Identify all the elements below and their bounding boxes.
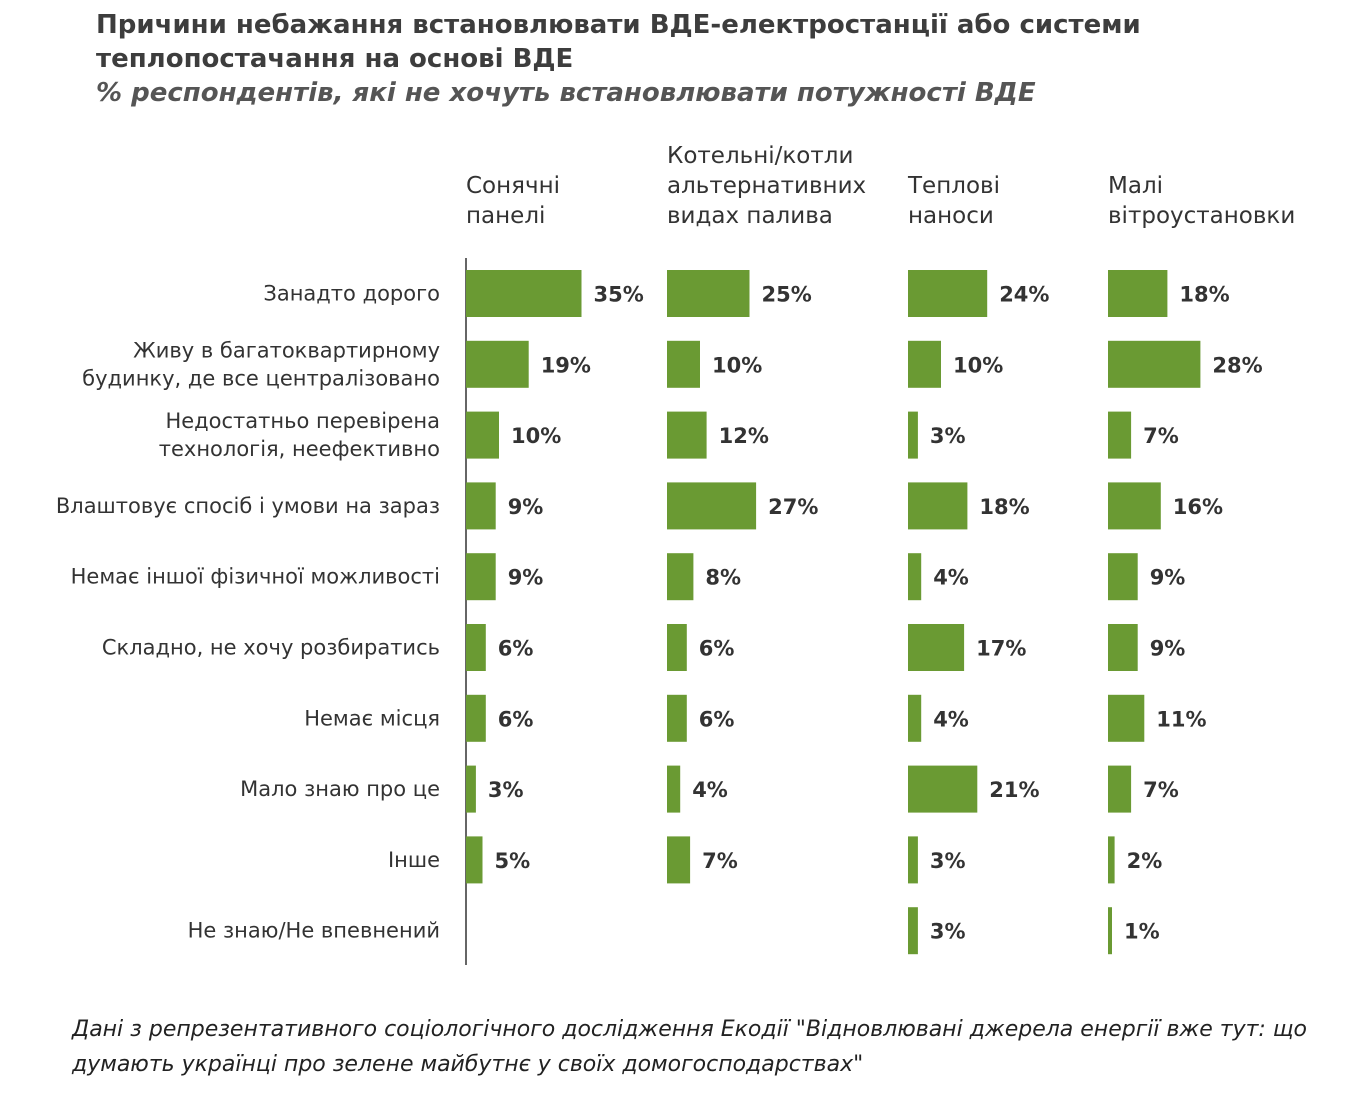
bar (1108, 340, 1201, 388)
data-label: 3% (488, 778, 524, 802)
bar (1108, 624, 1138, 671)
category-label: Недостатньо перевірена технологія, неефек… (159, 409, 440, 461)
bar (667, 270, 750, 317)
bar (1108, 411, 1132, 459)
chart-title: Причини небажання встановлювати ВДЕ-елек… (96, 10, 1141, 74)
chart-subtitle: % респондентів, які не хочуть встановлюв… (96, 78, 1036, 108)
bar (1108, 836, 1115, 884)
source-footnote: Дані з репрезентативного соціологічного … (72, 1017, 1308, 1077)
data-label: 11% (1156, 707, 1206, 731)
bar (908, 482, 968, 530)
bar (908, 624, 965, 671)
bar (466, 836, 483, 884)
data-label: 10% (511, 424, 561, 448)
category-label: Занадто дорого (263, 282, 440, 306)
data-label: 17% (976, 637, 1026, 661)
data-label: 6% (498, 637, 534, 661)
data-label: 24% (999, 283, 1049, 307)
data-label: 4% (933, 566, 969, 590)
data-label: 16% (1173, 495, 1223, 519)
data-label: 6% (699, 637, 735, 661)
data-label: 9% (1150, 566, 1186, 590)
bar-chart: Занадто дорого Живу в багатоквартирному бу… (56, 143, 1295, 965)
data-label: 7% (702, 849, 738, 873)
category-label: Складно, не хочу розбиратись (102, 636, 440, 660)
panel-header: Теплові наноси (907, 173, 1000, 229)
bar (466, 270, 582, 317)
data-label: 9% (508, 495, 544, 519)
data-label: 10% (953, 353, 1003, 377)
data-label: 35% (594, 283, 644, 307)
bar (667, 411, 707, 459)
bar (667, 482, 757, 530)
data-label: 5% (495, 849, 531, 873)
bar (1108, 482, 1161, 530)
data-label: 9% (508, 566, 544, 590)
data-label: 28% (1212, 353, 1262, 377)
data-label: 3% (930, 920, 966, 944)
panel-header: Малі вітроустановки (1108, 173, 1295, 229)
bar (466, 340, 529, 388)
category-label: Мало знаю про це (240, 777, 440, 801)
data-label: 3% (930, 849, 966, 873)
data-label: 1% (1124, 920, 1160, 944)
bar (466, 553, 496, 601)
data-label: 4% (933, 707, 969, 731)
bar (1108, 694, 1145, 742)
bar (667, 553, 694, 601)
data-label: 27% (768, 495, 818, 519)
bar (1108, 907, 1112, 955)
data-label: 6% (498, 707, 534, 731)
bar (908, 270, 988, 317)
bar (466, 411, 499, 459)
category-label: Не знаю/Не впевнений (188, 919, 440, 943)
bar (908, 694, 922, 742)
data-label: 8% (705, 566, 741, 590)
data-label: 19% (541, 353, 591, 377)
data-label: 18% (979, 495, 1029, 519)
data-label: 25% (762, 283, 812, 307)
category-label: Інше (388, 848, 440, 872)
bar (908, 765, 978, 813)
bar (466, 765, 476, 813)
bar (908, 907, 918, 955)
data-label: 12% (719, 424, 769, 448)
bar (667, 340, 700, 388)
data-label: 2% (1127, 849, 1163, 873)
data-label: 6% (699, 707, 735, 731)
panel-header: Сонячні панелі (466, 173, 560, 229)
bar (908, 411, 918, 459)
category-label: Влаштовує спосіб і умови на зараз (56, 494, 440, 518)
bar (466, 482, 496, 530)
bar (466, 624, 486, 671)
data-label: 4% (692, 778, 728, 802)
data-label: 18% (1179, 283, 1229, 307)
panel-header: Котельні/котли альтернативних видах палива (667, 143, 866, 229)
bar (908, 553, 922, 601)
bar (908, 836, 918, 884)
data-label: 3% (930, 424, 966, 448)
bar (667, 694, 687, 742)
bar (908, 340, 941, 388)
data-label: 9% (1150, 637, 1186, 661)
bar (667, 765, 681, 813)
data-label: 10% (712, 353, 762, 377)
data-label: 7% (1143, 778, 1179, 802)
data-label: 21% (989, 778, 1039, 802)
bar (667, 836, 691, 884)
category-label: Немає іншої фізичної можливості (71, 565, 440, 589)
category-label: Живу в багатоквартирному будинку, де все … (82, 338, 440, 390)
bar (667, 624, 687, 671)
category-label: Немає місця (304, 706, 440, 730)
bar (1108, 765, 1132, 813)
bar (1108, 553, 1138, 601)
bar (1108, 270, 1168, 317)
bar (466, 694, 486, 742)
data-label: 7% (1143, 424, 1179, 448)
